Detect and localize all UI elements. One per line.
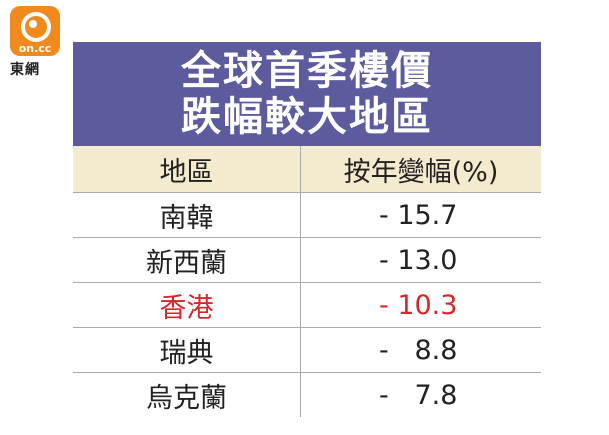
table-row: 新西蘭 - 13.0 (73, 237, 541, 283)
region-cell: 烏克蘭 (73, 372, 301, 417)
logo-name: 東網 (10, 62, 40, 78)
logo: on.cc 東網 (10, 6, 64, 79)
change-cell: - 7.8 (379, 379, 458, 411)
logo-mark: on.cc (18, 42, 52, 55)
table-card: 全球首季樓價 跌幅較大地區 地區 按年變幅(%) 南韓 - 15.7 新西蘭 - 13… (73, 42, 541, 417)
title: 全球首季樓價 跌幅較大地區 (73, 42, 541, 146)
region-cell: 瑞典 (73, 327, 301, 373)
table: 地區 按年變幅(%) 南韓 - 15.7 新西蘭 - 13.0 香港 - 10.3 瑞典 - … (73, 146, 541, 417)
header-row: 地區 按年變幅(%) (73, 146, 541, 193)
change-cell: - 10.3 (300, 282, 541, 328)
table-row: 瑞典 - 8.8 (73, 327, 541, 373)
region-cell: 南韓 (73, 192, 301, 238)
header-cell: 按年變幅(%) (300, 146, 541, 193)
change-cell: - 15.7 (300, 192, 541, 238)
region-cell: 香港 (73, 282, 301, 328)
header-cell: 地區 (73, 146, 301, 193)
logo-icon: on.cc (10, 6, 60, 56)
region-cell: 新西蘭 (73, 237, 301, 283)
title-line: 全球首季樓價 (181, 48, 433, 94)
table-body: 南韓 - 15.7 新西蘭 - 13.0 香港 - 10.3 瑞典 - 8.8 烏克蘭 - 7.8 (73, 192, 541, 417)
table-row: 香港 - 10.3 (73, 282, 541, 328)
change-cell: - 8.8 (300, 327, 541, 373)
change-cell: - 13.0 (300, 237, 541, 283)
table-row: 南韓 - 15.7 (73, 192, 541, 238)
table-row: 烏克蘭 - 7.8 (73, 372, 541, 417)
title-line: 跌幅較大地區 (181, 94, 433, 140)
